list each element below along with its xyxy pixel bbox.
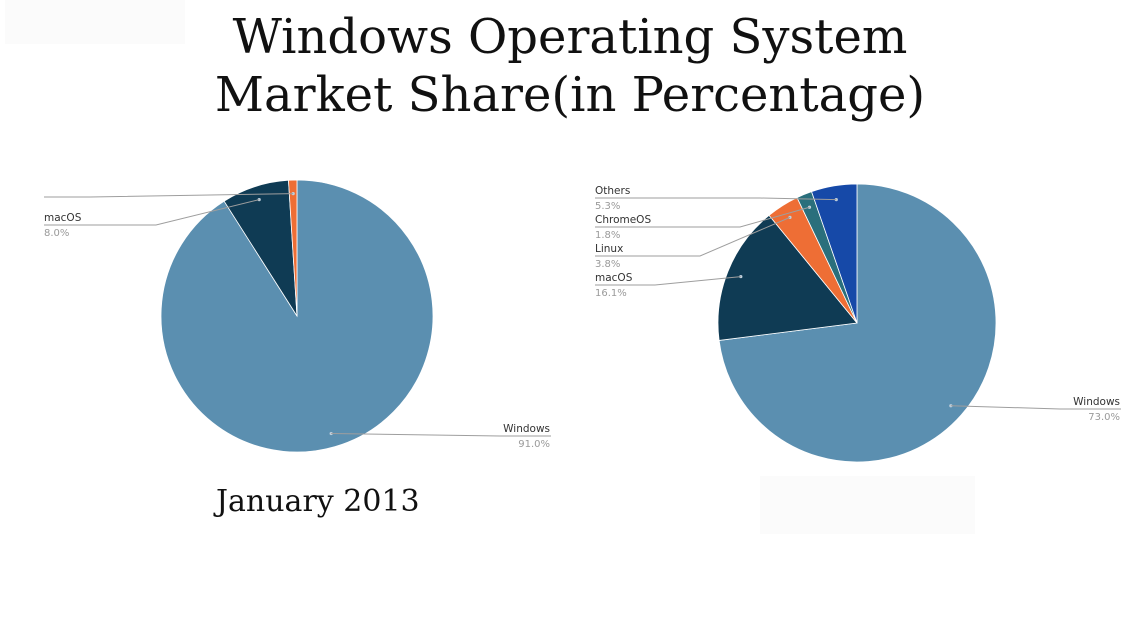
- slice-value-macos: 8.0%: [44, 228, 69, 239]
- slice-value-others: 5.3%: [595, 201, 620, 212]
- leader-line-others: [595, 197, 837, 201]
- slice-label-linux: Linux: [595, 243, 623, 255]
- slice-value-macos: 16.1%: [595, 288, 627, 299]
- leader-line-windows: [331, 433, 551, 437]
- slice-label-macos: macOS: [595, 272, 633, 284]
- pie-slice-macos: [717, 214, 858, 341]
- pie-slice-windows: [718, 183, 997, 463]
- slice-label-chromeos: ChromeOS: [595, 214, 651, 226]
- leader-line-other: [44, 193, 294, 198]
- leader-line-macos: [595, 276, 741, 286]
- slice-value-windows: 91.0%: [518, 439, 550, 450]
- slice-label-windows: Windows: [1073, 396, 1120, 408]
- leader-dot-macos: [739, 274, 743, 279]
- pie-slice-others: [811, 183, 858, 324]
- slice-label-others: Others: [595, 185, 630, 197]
- page-title: Windows Operating System Market Share(in…: [0, 8, 1140, 124]
- pie-slice-windows: [160, 179, 434, 453]
- leader-line-macos: [44, 199, 260, 226]
- leader-line-windows: [950, 405, 1121, 410]
- faded-background-box: [760, 476, 975, 534]
- slice-value-linux: 3.8%: [595, 259, 620, 270]
- slice-label-windows: Windows: [503, 423, 550, 435]
- leader-line-chromeos: [595, 206, 810, 228]
- pie-slice-other: [288, 179, 298, 317]
- slice-value-chromeos: 1.8%: [595, 230, 620, 241]
- slice-label-macos: macOS: [44, 212, 82, 224]
- leader-dot-chromeos: [807, 205, 812, 209]
- chart-caption: January 2013: [216, 484, 420, 519]
- leader-line-linux: [595, 216, 791, 257]
- title-line-2: Market Share(in Percentage): [214, 67, 926, 123]
- faded-background-box: [5, 0, 185, 44]
- title-line-1: Windows Operating System: [232, 9, 908, 65]
- slice-value-windows: 73.0%: [1088, 412, 1120, 423]
